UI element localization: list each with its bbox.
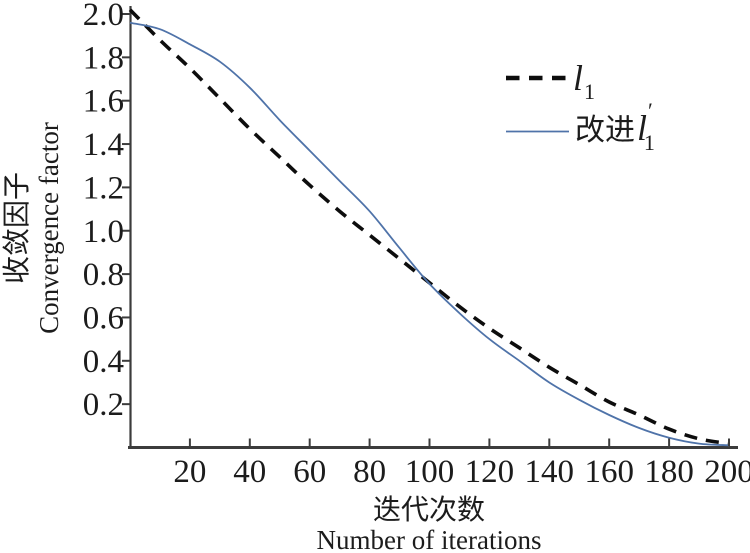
legend-item-l1: l1 [506,58,595,104]
x-tick-label: 60 [293,454,326,490]
legend-label-improved-l1: 改进l′ 1 [575,98,655,155]
y-tick-label: 2.0 [83,0,124,33]
y-axis-title-en: Convergence factor [34,122,64,334]
y-tick-label: 1.4 [83,127,124,163]
legend-item-improved-l1: 改进l′ 1 [506,98,655,155]
x-tick-label: 80 [353,454,386,490]
ticks: 20 40 60 80 100 120 140 160 180 200 0.2 0.4 0.6 0.8 1.… [83,0,750,490]
x-tick-label: 40 [233,454,266,490]
series-l1-path [128,8,730,446]
x-axis-title-zh: 迭代次数 [373,494,485,526]
x-tick-label: 20 [173,454,206,490]
y-tick-label: 1.6 [83,84,124,120]
y-tick-label: 1.2 [83,170,124,206]
x-tick-label: 200 [704,454,750,490]
x-tick-label: 160 [584,454,634,490]
y-tick-label: 0.6 [83,300,124,336]
y-tick-label: 0.8 [83,257,124,293]
y-tick-label: 0.2 [83,387,124,423]
y-tick-label: 1.8 [83,40,124,76]
curves [128,8,730,447]
y-tick-label: 0.4 [83,344,124,380]
x-axis-title-en: Number of iterations [317,525,542,553]
series-improved-l1-path [129,21,730,447]
legend-label-l1: l1 [573,58,595,104]
x-tick-label: 120 [465,454,515,490]
x-tick-label: 100 [405,454,455,490]
x-tick-label: 140 [525,454,575,490]
axes [128,6,738,449]
y-axis-title-zh: 收敛因子 [1,172,33,284]
y-tick-label: 1.0 [83,214,124,250]
x-tick-label: 180 [644,454,694,490]
